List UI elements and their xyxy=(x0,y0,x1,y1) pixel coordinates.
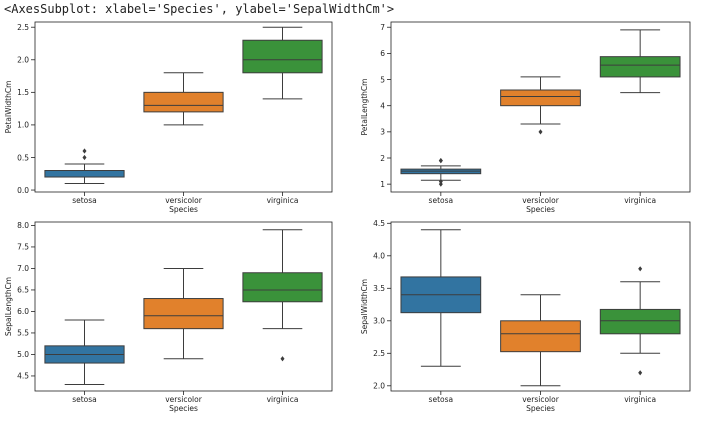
x-tick-label: setosa xyxy=(429,395,454,404)
box-versicolor xyxy=(500,76,581,135)
axes-frame xyxy=(34,21,333,193)
outlier-point xyxy=(82,154,87,161)
x-axis-label: Species xyxy=(526,205,555,214)
y-axis-label: PetalLengthCm xyxy=(360,79,369,136)
subplot-2: 1 2 3 4 5 6 7 setosa versicolor virginica Species P… xyxy=(360,21,691,214)
x-tick-label: virginica xyxy=(624,395,656,404)
y-tick-label: 1.0 xyxy=(17,121,29,130)
box-versicolor xyxy=(500,294,581,387)
y-tick-label: 4.5 xyxy=(17,372,29,381)
y-tick-label: 3.5 xyxy=(373,284,385,293)
x-tick-label: versicolor xyxy=(165,196,203,205)
y-tick-label: 6.0 xyxy=(17,307,29,316)
subplot-1: 0.0 0.5 1.0 1.5 2.0 2.5 setosa versicolor virgin… xyxy=(4,21,333,214)
y-tick-label: 2.5 xyxy=(373,349,385,358)
y-tick-label: 6 xyxy=(380,49,385,58)
outlier-point xyxy=(280,356,285,362)
y-axis-label: PetalWidthCm xyxy=(4,81,13,134)
x-axis-label: Species xyxy=(169,205,198,214)
y-tick-label: 3 xyxy=(380,128,385,137)
y-tick-label: 6.5 xyxy=(17,286,29,295)
box-body xyxy=(143,298,224,330)
y-tick-label: 1.5 xyxy=(17,88,29,97)
y-tick-label: 3.0 xyxy=(373,317,385,326)
box-body xyxy=(242,272,323,303)
y-tick-label: 2 xyxy=(380,154,385,163)
y-tick-label: 0.0 xyxy=(17,186,29,195)
axes-frame xyxy=(34,221,333,392)
box-setosa xyxy=(400,229,482,367)
y-axis-label: SepalLengthCm xyxy=(4,277,13,336)
y-tick-label: 7.5 xyxy=(17,243,29,252)
y-tick-label: 7 xyxy=(380,23,385,32)
subplot-3: 4.5 5.0 5.5 6.0 6.5 7.0 7.5 8.0 setosa versicolor… xyxy=(4,221,333,413)
y-axis-label: SepalWidthCm xyxy=(360,279,369,334)
x-tick-label: virginica xyxy=(267,395,299,404)
axes-frame xyxy=(390,21,691,193)
y-tick-label: 2.0 xyxy=(17,56,29,65)
y-tick-label: 1 xyxy=(380,180,385,189)
x-tick-label: versicolor xyxy=(522,196,560,205)
y-tick-label: 4.5 xyxy=(373,219,385,228)
box-setosa xyxy=(44,319,125,386)
subplot-4: 2.0 2.5 3.0 3.5 4.0 4.5 setosa versicolor virgin… xyxy=(360,219,691,413)
box-virginica xyxy=(599,29,681,94)
outlier-point xyxy=(438,181,443,187)
x-axis-label: Species xyxy=(169,404,198,413)
y-tick-label: 8.0 xyxy=(17,221,29,230)
x-axis-label: Species xyxy=(526,404,555,413)
box-virginica xyxy=(599,266,681,376)
x-tick-label: versicolor xyxy=(165,395,203,404)
outlier-point xyxy=(638,370,643,376)
y-tick-label: 5.5 xyxy=(17,329,29,338)
outlier-point xyxy=(638,266,643,272)
outlier-point xyxy=(538,129,543,135)
box-body xyxy=(242,39,323,74)
x-tick-label: virginica xyxy=(267,196,299,205)
box-versicolor xyxy=(143,267,224,360)
x-tick-label: setosa xyxy=(429,196,454,205)
x-tick-label: versicolor xyxy=(522,395,560,404)
y-tick-label: 5.0 xyxy=(17,350,29,359)
cell-output-text: <AxesSubplot: xlabel='Species', ylabel='… xyxy=(4,2,395,16)
x-tick-label: setosa xyxy=(72,395,97,404)
box-body xyxy=(44,170,125,178)
outlier-point xyxy=(438,178,443,185)
y-tick-label: 5 xyxy=(380,75,385,84)
x-tick-label: virginica xyxy=(624,196,656,205)
box-setosa xyxy=(400,158,482,187)
box-body xyxy=(500,320,581,353)
axes-frame xyxy=(390,221,691,392)
box-body xyxy=(143,91,224,113)
y-tick-label: 2.5 xyxy=(17,23,29,32)
y-tick-label: 2.0 xyxy=(373,382,385,391)
y-tick-label: 7.0 xyxy=(17,264,29,273)
box-versicolor xyxy=(143,72,224,126)
y-tick-label: 4.0 xyxy=(373,252,385,261)
y-tick-label: 0.5 xyxy=(17,153,29,162)
box-body xyxy=(599,56,681,78)
outlier-point xyxy=(438,158,443,164)
outlier-point xyxy=(82,148,87,154)
x-tick-label: setosa xyxy=(72,196,97,205)
box-virginica xyxy=(242,26,323,100)
box-body xyxy=(599,308,681,335)
box-body xyxy=(500,89,581,107)
y-tick-label: 4 xyxy=(380,101,385,110)
box-setosa xyxy=(44,148,125,185)
box-virginica xyxy=(242,229,323,362)
